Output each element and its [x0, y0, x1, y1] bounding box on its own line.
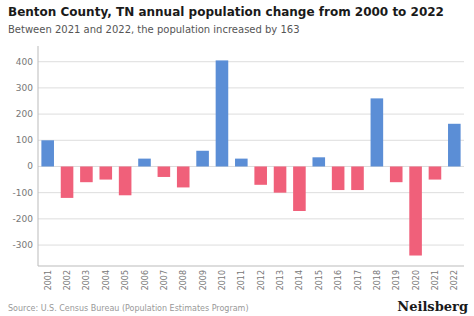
bar: [448, 124, 461, 167]
bar: [371, 98, 384, 166]
x-tick-label: 2017: [354, 270, 363, 290]
branding: Neilsberg: [397, 299, 468, 314]
bar: [429, 166, 442, 179]
y-tick-label: -100: [13, 188, 34, 198]
y-tick-label: 0: [27, 161, 33, 171]
x-tick-label: 2018: [373, 270, 382, 290]
grid-line: [38, 140, 464, 141]
bar: [196, 151, 209, 167]
bar: [138, 159, 151, 167]
bar: [293, 166, 306, 211]
bar: [61, 166, 74, 197]
bar: [177, 166, 190, 187]
x-tick-label: 2015: [315, 270, 324, 290]
grid-line: [38, 192, 464, 193]
bar: [99, 166, 112, 179]
bar: [254, 166, 267, 184]
x-tick-label: 2013: [276, 270, 285, 290]
grid: [38, 62, 464, 245]
x-tick-label: 2003: [82, 270, 91, 290]
y-tick-label: 300: [16, 83, 33, 93]
y-tick-label: 200: [16, 109, 33, 119]
x-tick-label: 2010: [218, 270, 227, 290]
x-tick-label: 2006: [141, 270, 150, 290]
y-tick-label: 100: [16, 135, 33, 145]
grid-line: [38, 218, 464, 219]
bar: [312, 157, 325, 166]
bar: [41, 140, 54, 166]
x-tick-label: 2008: [179, 270, 188, 290]
grid-line: [38, 61, 464, 62]
x-tick-label: 2016: [334, 270, 343, 290]
subtitle: Between 2021 and 2022, the population in…: [8, 24, 300, 35]
x-axis: 2001 2002 2003 2004 2005 2006 2007 2008 2009 2010…: [38, 266, 464, 290]
bars: [41, 60, 460, 255]
bar: [390, 166, 403, 182]
title: Benton County, TN annual population chan…: [8, 5, 444, 19]
x-tick-label: 2020: [412, 270, 421, 290]
grid-line: [38, 114, 464, 115]
bar: [409, 166, 422, 255]
bar: [332, 166, 345, 190]
source: Source: U.S. Census Bureau (Population E…: [8, 304, 249, 313]
y-tick-label: -200: [13, 214, 34, 224]
bar: [216, 60, 229, 166]
chart: Benton County, TN annual population chan…: [0, 0, 474, 316]
bar: [158, 166, 171, 176]
y-tick-label: 400: [16, 57, 33, 67]
chart-container: Benton County, TN annual population chan…: [0, 0, 474, 316]
x-tick-label: 2011: [237, 270, 246, 290]
y-axis: -300 -200 -100 0 100 200 300 400: [13, 46, 38, 266]
bar: [274, 166, 287, 192]
x-tick-label: 2021: [431, 270, 440, 290]
x-tick-label: 2002: [63, 270, 72, 290]
bar: [119, 166, 132, 195]
x-tick-label: 2005: [121, 270, 130, 290]
x-axis-line: [38, 266, 464, 267]
x-tick-label: 2009: [199, 270, 208, 290]
bar: [351, 166, 364, 190]
y-axis-line: [38, 46, 39, 266]
x-tick-label: 2022: [450, 270, 459, 290]
grid-line: [38, 87, 464, 88]
bar: [80, 166, 93, 182]
x-tick-label: 2004: [102, 270, 111, 290]
bar: [235, 159, 248, 167]
x-tick-label: 2007: [160, 270, 169, 290]
x-tick-label: 2012: [257, 270, 266, 290]
x-tick-label: 2001: [44, 270, 53, 290]
x-tick-label: 2019: [392, 270, 401, 290]
y-tick-label: -300: [13, 240, 34, 250]
grid-line: [38, 245, 464, 246]
x-tick-label: 2014: [295, 270, 304, 290]
